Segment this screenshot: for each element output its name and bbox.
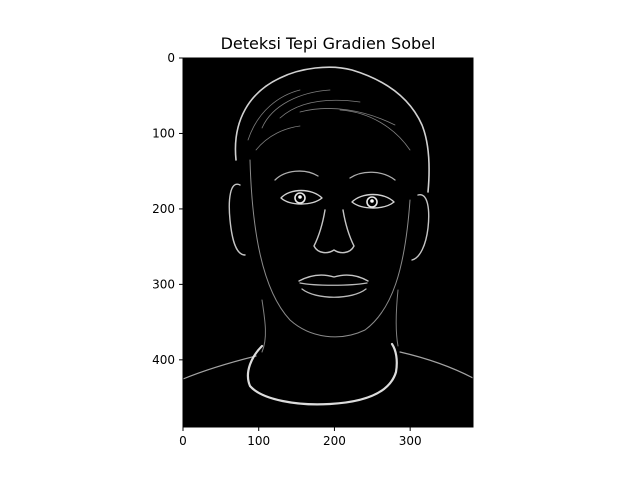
- right-eye-edge: [351, 193, 395, 209]
- plot-area: [182, 57, 474, 428]
- left-eye-edge: [280, 189, 323, 205]
- left-shoulder-edge: [182, 355, 257, 380]
- right-ear-edge: [411, 194, 430, 261]
- right-shoulder-edge: [399, 351, 474, 379]
- chart-title: Deteksi Tepi Gradien Sobel: [221, 34, 436, 53]
- edge-drawing: [182, 66, 474, 406]
- y-tick-label: 100: [152, 126, 175, 140]
- hair-texture: [247, 89, 411, 151]
- right-iris-edge: [366, 196, 378, 208]
- x-tick-label: 0: [179, 434, 187, 448]
- left-eye-highlight: [298, 195, 302, 199]
- x-tick-label: 100: [247, 434, 270, 448]
- sobel-edge-image: [183, 58, 473, 427]
- y-tick-label: 200: [152, 202, 175, 216]
- y-tick-label: 0: [167, 51, 175, 65]
- y-axis: 0 100 200 300 400: [152, 51, 183, 367]
- collar-edge: [246, 342, 398, 406]
- right-eye-highlight: [370, 199, 374, 203]
- y-tick-label: 400: [152, 353, 175, 367]
- lower-lip-edge: [299, 282, 368, 298]
- image-frame: [182, 57, 474, 428]
- left-ear-edge: [228, 183, 246, 256]
- x-tick-label: 200: [323, 434, 346, 448]
- face-edge: [249, 159, 411, 338]
- neck-left-edge: [261, 299, 266, 353]
- left-iris-edge: [294, 192, 306, 204]
- left-brow-edge: [274, 170, 319, 181]
- upper-lip-edge: [298, 274, 369, 282]
- y-tick-label: 300: [152, 277, 175, 291]
- x-tick-label: 300: [399, 434, 422, 448]
- hair-edge: [234, 66, 430, 193]
- x-axis: 0 100 200 300: [179, 427, 422, 448]
- nose-edge: [313, 209, 355, 254]
- right-brow-edge: [349, 171, 396, 181]
- neck-right-edge: [395, 289, 399, 347]
